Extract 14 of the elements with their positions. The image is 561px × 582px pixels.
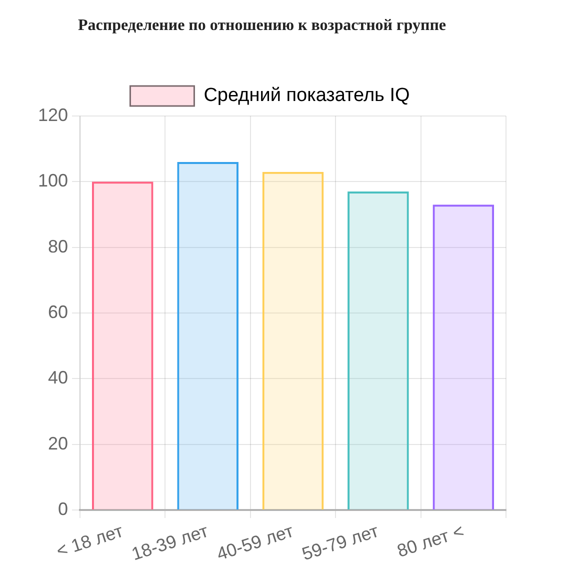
y-tick-label: 0 xyxy=(58,498,68,519)
y-tick-label: 120 xyxy=(38,104,68,125)
y-tick-label: 60 xyxy=(48,302,68,322)
y-tick-label: 100 xyxy=(38,170,68,191)
y-tick-label: 20 xyxy=(48,433,68,454)
y-tick-label: 40 xyxy=(48,368,68,388)
x-tick-label: 59-79 лет xyxy=(300,520,381,564)
x-tick-label: 18-39 лет xyxy=(129,520,211,564)
x-tick-label: 80 лет < xyxy=(394,520,466,561)
y-tick-label: 80 xyxy=(48,236,68,256)
x-tick-label: 40-59 лет xyxy=(214,520,296,564)
chart-title: Распределение по отношению к возрастной группе xyxy=(76,17,448,35)
x-tick-label: < 18 лет xyxy=(54,520,126,561)
legend-label: Средний показатель IQ xyxy=(204,85,410,106)
